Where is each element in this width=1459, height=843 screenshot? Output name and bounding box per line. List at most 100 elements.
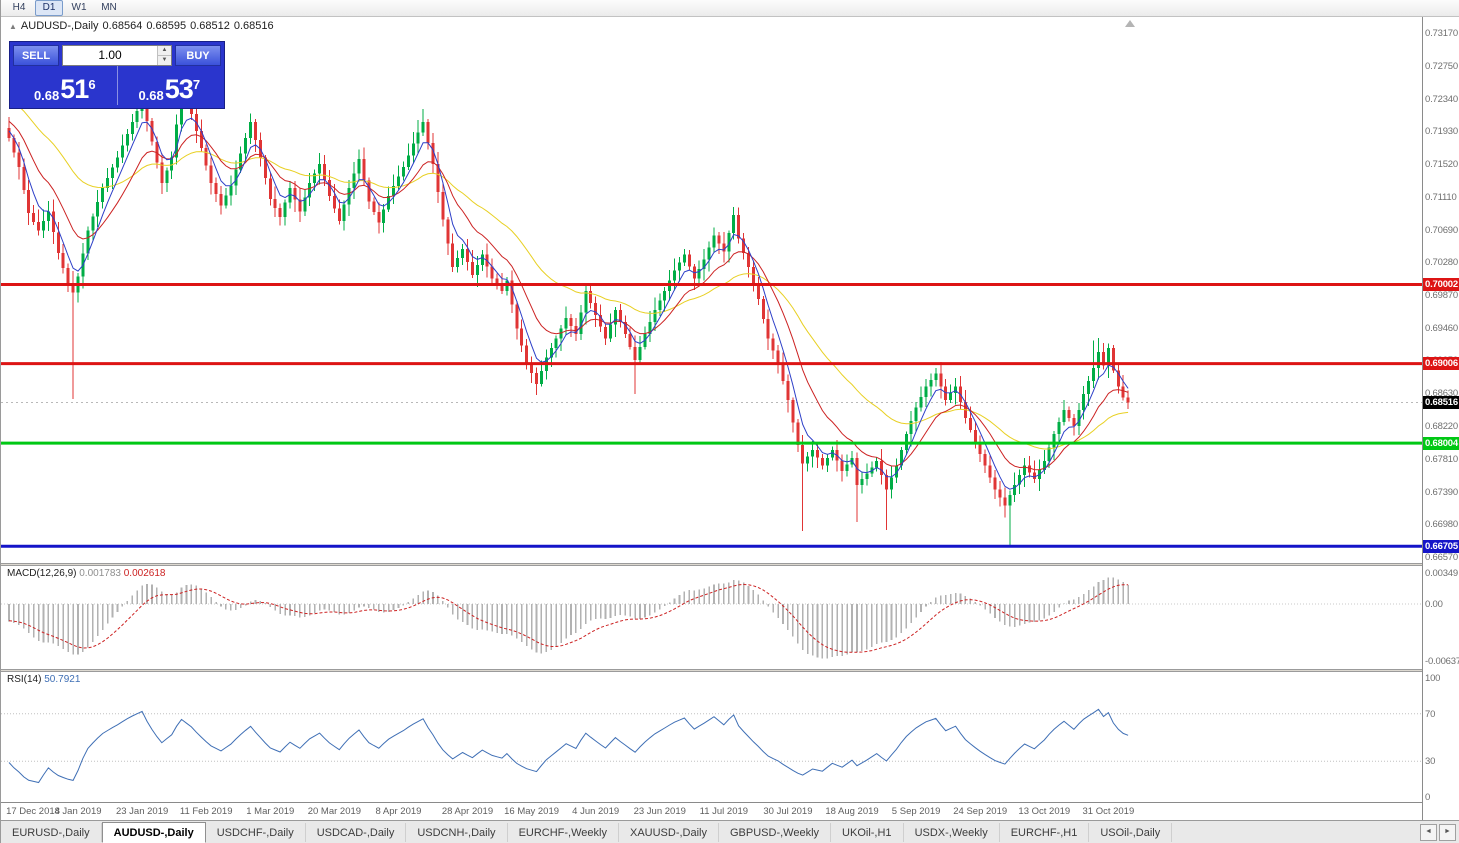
chart-tab-xauusd-daily[interactable]: XAUUSD-,Daily xyxy=(619,823,719,842)
pane-splitter[interactable] xyxy=(1,669,1422,672)
hline-price-badge: 0.68004 xyxy=(1423,437,1459,450)
chart-tab-usdchf-daily[interactable]: USDCHF-,Daily xyxy=(206,823,306,842)
date-axis-label: 23 Jan 2019 xyxy=(115,806,169,817)
macd-pane: MACD(12,26,9) 0.001783 0.002618 xyxy=(1,566,1422,669)
rsi-axis-label: 30 xyxy=(1425,756,1436,767)
date-axis-label: 20 Mar 2019 xyxy=(307,806,362,817)
bid-ask-prices: 0.68 51 6 0.68 53 7 xyxy=(13,66,221,105)
chart-shift-marker-icon xyxy=(1125,20,1135,27)
price-pane: ▲ AUDUSD-,Daily 0.68564 0.68595 0.68512 0.685… xyxy=(1,17,1422,563)
macd-axis-label: 0.00 xyxy=(1425,599,1443,610)
sell-price: 0.68 51 6 xyxy=(33,74,96,104)
rsi-axis-label: 100 xyxy=(1425,673,1441,684)
timeframe-button-h4[interactable]: H4 xyxy=(12,2,26,13)
date-axis-label: 13 Oct 2019 xyxy=(1018,806,1071,817)
chart-tab-eurchf-weekly[interactable]: EURCHF-,Weekly xyxy=(508,823,619,842)
one-click-trading-panel: SELL 1.00 ▲ ▼ BUY 0.68 51 6 xyxy=(9,41,225,109)
date-axis-label: 23 Jun 2019 xyxy=(633,806,686,817)
tab-scroll-left-button[interactable]: ◄ xyxy=(1420,823,1437,841)
price-axis-label: 0.71110 xyxy=(1425,192,1457,203)
price-axis-label: 0.70690 xyxy=(1425,225,1458,236)
chart-tab-bar: EURUSD-,Daily AUDUSD-,Daily USDCHF-,Daily U… xyxy=(1,820,1459,843)
ohlc-high: 0.68595 xyxy=(146,20,187,32)
date-axis-label: 24 Sep 2019 xyxy=(953,806,1008,817)
chart-tab-usdx-weekly[interactable]: USDX-,Weekly xyxy=(904,823,1000,842)
symbol-arrow-icon: ▲ xyxy=(9,22,17,31)
chart-tab-usdcad-daily[interactable]: USDCAD-,Daily xyxy=(306,823,407,842)
date-axis-label: 16 May 2019 xyxy=(504,806,560,817)
rsi-chart-canvas[interactable] xyxy=(1,672,1422,802)
tab-scroll-controls: ◄ ► xyxy=(1417,821,1459,843)
chart-tab-eurchf-h1[interactable]: EURCHF-,H1 xyxy=(1000,823,1090,842)
price-axis-label: 0.71520 xyxy=(1425,159,1458,170)
volume-decrease-button[interactable]: ▼ xyxy=(158,55,171,65)
chart-tab-usdcnh-daily[interactable]: USDCNH-,Daily xyxy=(406,823,508,842)
chart-panes: ▲ AUDUSD-,Daily 0.68564 0.68595 0.68512 0.685… xyxy=(1,17,1422,820)
buy-button[interactable]: BUY xyxy=(175,45,221,66)
volume-stepper: ▲ ▼ xyxy=(157,46,171,65)
date-axis-label: 30 Jul 2019 xyxy=(763,806,813,817)
timeframe-button-d1[interactable]: D1 xyxy=(35,0,63,16)
price-chart-canvas[interactable] xyxy=(1,17,1422,563)
chart-symbol-header: ▲ AUDUSD-,Daily 0.68564 0.68595 0.68512 0.685… xyxy=(9,20,278,32)
price-axis-label: 0.67390 xyxy=(1425,487,1458,498)
volume-value[interactable]: 1.00 xyxy=(98,48,122,62)
price-axis-label: 0.72340 xyxy=(1425,94,1458,105)
date-axis[interactable]: 17 Dec 2018 4 Jan 2019 23 Jan 2019 11 Feb 2… xyxy=(1,802,1422,820)
date-axis-label: 11 Feb 2019 xyxy=(179,806,233,817)
date-axis-label: 31 Oct 2019 xyxy=(1082,806,1135,817)
symbol-name: AUDUSD-,Daily xyxy=(20,20,99,32)
chart-workspace: ▲ AUDUSD-,Daily 0.68564 0.68595 0.68512 0.685… xyxy=(1,17,1459,820)
chart-tab-eurusd-daily[interactable]: EURUSD-,Daily xyxy=(1,823,102,842)
date-axis-label: 5 Sep 2019 xyxy=(891,806,941,817)
chart-tab-ukoil-h1[interactable]: UKOil-,H1 xyxy=(831,823,904,842)
price-axis-label: 0.72750 xyxy=(1425,61,1458,72)
date-axis-label: 28 Apr 2019 xyxy=(441,806,494,817)
macd-axis-label: -0.00637 xyxy=(1425,656,1459,667)
chart-tab-gbpusd-weekly[interactable]: GBPUSD-,Weekly xyxy=(719,823,832,842)
date-axis-label: 8 Apr 2019 xyxy=(375,806,422,817)
tab-scroll-right-button[interactable]: ► xyxy=(1439,823,1456,841)
macd-label: MACD(12,26,9) 0.001783 0.002618 xyxy=(7,568,166,579)
sell-button[interactable]: SELL xyxy=(13,45,59,66)
date-axis-label: 17 Dec 2018 xyxy=(6,806,60,817)
date-axis-label: 18 Aug 2019 xyxy=(825,806,879,817)
volume-increase-button[interactable]: ▲ xyxy=(158,46,171,55)
current-price-badge: 0.68516 xyxy=(1423,396,1459,409)
moving-average-5-line xyxy=(8,117,1129,490)
price-axis-label: 0.73170 xyxy=(1425,28,1458,39)
timeframe-button-mn[interactable]: MN xyxy=(101,2,117,13)
price-axis-label: 0.66570 xyxy=(1425,552,1458,563)
rsi-label: RSI(14) 50.7921 xyxy=(7,674,81,685)
moving-average-13-line xyxy=(8,120,1129,471)
chart-tab-usoil-daily[interactable]: USOil-,Daily xyxy=(1089,823,1173,842)
macd-signal-line xyxy=(8,583,1129,653)
volume-field[interactable]: 1.00 ▲ ▼ xyxy=(62,45,172,66)
chart-tabs: EURUSD-,Daily AUDUSD-,Daily USDCHF-,Daily U… xyxy=(1,821,1417,843)
pane-splitter[interactable] xyxy=(1,563,1422,566)
date-axis-label: 1 Mar 2019 xyxy=(246,806,295,817)
timeframe-toolbar: H4 D1 W1 MN xyxy=(1,0,1459,17)
price-axis-label: 0.69870 xyxy=(1425,290,1458,301)
timeframe-button-w1[interactable]: W1 xyxy=(71,2,87,13)
hline-price-badge: 0.69006 xyxy=(1423,357,1459,370)
price-axis-label: 0.70280 xyxy=(1425,257,1458,268)
date-axis-label: 11 Jul 2019 xyxy=(699,806,749,817)
price-axis-label: 0.68630 xyxy=(1425,388,1458,399)
macd-histogram xyxy=(8,577,1129,659)
rsi-axis-label: 70 xyxy=(1425,709,1436,720)
ohlc-close: 0.68516 xyxy=(233,20,274,32)
hline-price-badge: 0.66705 xyxy=(1423,540,1459,553)
price-axis-label: 0.71930 xyxy=(1425,126,1458,137)
macd-chart-canvas[interactable] xyxy=(1,566,1422,669)
date-axis-label: 4 Jan 2019 xyxy=(54,806,102,817)
rsi-line xyxy=(8,708,1129,784)
ohlc-open: 0.68564 xyxy=(102,20,143,32)
ohlc-low: 0.68512 xyxy=(190,20,230,32)
date-axis-label: 4 Jun 2019 xyxy=(572,806,620,817)
chart-tab-audusd-daily[interactable]: AUDUSD-,Daily xyxy=(101,822,206,843)
price-axis-label: 0.69460 xyxy=(1425,323,1458,334)
price-axis[interactable]: 0.73170 0.72750 0.72340 0.71930 0.71520 0.711… xyxy=(1422,17,1459,820)
macd-axis-label: 0.00349 xyxy=(1425,568,1458,579)
